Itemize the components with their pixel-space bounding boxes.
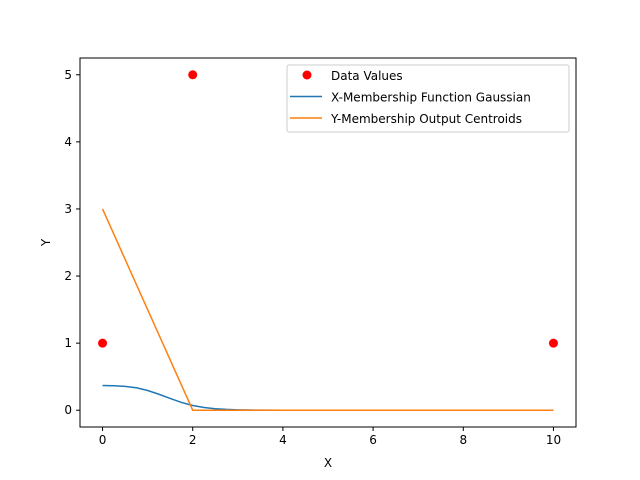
axis-ticks: 0 2 4 6 8 10 0 1 2 3 4 5 (64, 68, 561, 447)
x-tick-label: 8 (459, 433, 467, 447)
y-tick-label: 1 (64, 336, 72, 350)
data-point (98, 338, 108, 348)
legend-box (286, 64, 570, 133)
legend-label-data-values: Data Values (331, 69, 403, 83)
plot-frame (79, 57, 577, 428)
y-tick-label: 3 (64, 202, 72, 216)
data-point (188, 70, 198, 80)
y-axis-label: Y (39, 238, 53, 247)
legend-label-y-membership: Y-Membership Output Centroids (330, 112, 522, 126)
x-tick-label: 4 (279, 433, 287, 447)
series-line-1 (101, 208, 554, 411)
data-point (548, 338, 558, 348)
legend-marker-data-values (302, 70, 312, 80)
legend-label-x-membership: X-Membership Function Gaussian (331, 91, 531, 105)
x-tick-label: 2 (189, 433, 197, 447)
x-tick-label: 0 (99, 433, 107, 447)
legend: Data Values X-Membership Function Gaussi… (286, 64, 570, 133)
y-tick-label: 0 (64, 403, 72, 417)
y-tick-label: 5 (64, 68, 72, 82)
x-tick-label: 10 (546, 433, 561, 447)
y-tick-label: 2 (64, 269, 72, 283)
x-axis-label: X (324, 456, 332, 470)
y-tick-label: 4 (64, 135, 72, 149)
x-tick-label: 6 (369, 433, 377, 447)
plot-series (98, 70, 558, 411)
